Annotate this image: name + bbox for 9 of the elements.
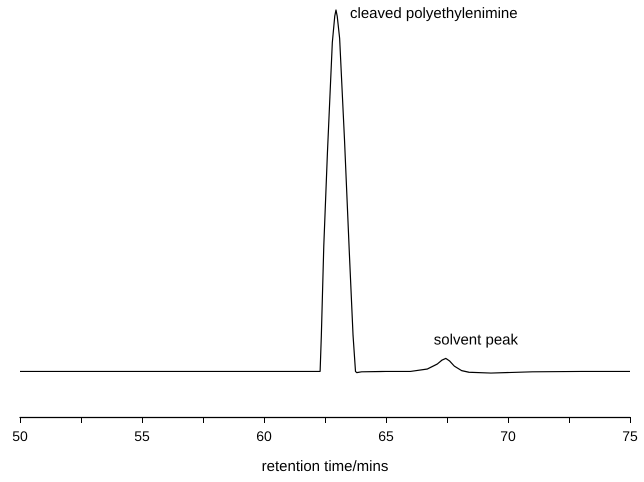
x-tick-label: 70 [500, 428, 516, 444]
x-tick-label: 60 [256, 428, 272, 444]
x-tick-label: 55 [134, 428, 150, 444]
annotation: solvent peak [434, 331, 518, 348]
x-axis-title: retention time/mins [262, 458, 388, 475]
x-tick-label: 75 [622, 428, 638, 444]
x-tick-label: 65 [378, 428, 394, 444]
x-tick-label: 50 [12, 428, 28, 444]
annotation: cleaved polyethylenimine [350, 5, 518, 22]
